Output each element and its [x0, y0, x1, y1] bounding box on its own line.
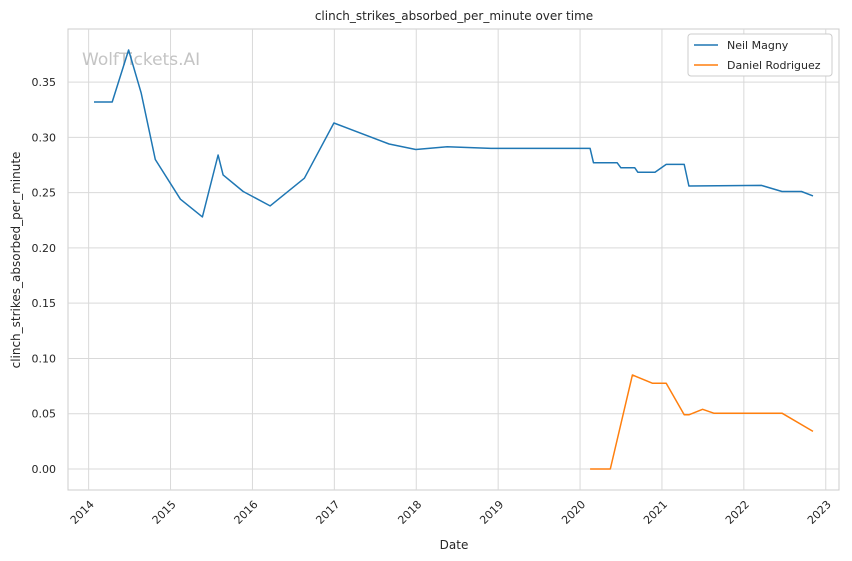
plot-area-frame — [67, 28, 840, 491]
x-tick-label: 2019 — [477, 498, 506, 527]
legend: Neil Magny Daniel Rodriguez — [687, 33, 833, 77]
x-tick-label: 2015 — [150, 498, 179, 527]
x-tick-label: 2017 — [313, 498, 342, 527]
y-tick-label: 0.05 — [32, 408, 57, 421]
y-tick-label: 0.20 — [32, 242, 57, 255]
x-tick-label: 2021 — [641, 498, 670, 527]
x-tick-label: 2016 — [232, 498, 261, 527]
series-line-1 — [590, 374, 814, 470]
watermark: WolfTickets.AI — [82, 50, 200, 70]
y-tick-label: 0.10 — [32, 352, 57, 365]
x-tick-label: 2014 — [68, 498, 97, 527]
y-tick-label: 0.35 — [32, 76, 57, 89]
y-gridlines — [68, 81, 839, 470]
x-tick-label: 2022 — [723, 498, 752, 527]
x-tick-label: 2020 — [559, 498, 588, 527]
series-lines — [94, 49, 814, 470]
x-tick-labels: 2014 2015 2016 2017 2018 2019 2020 2021 2022 2023 — [68, 498, 834, 527]
series-line-0 — [94, 49, 814, 218]
y-axis-title: clinch_strikes_absorbed_per_minute — [9, 152, 23, 369]
x-axis-title: Date — [440, 538, 469, 552]
chart-title: clinch_strikes_absorbed_per_minute over … — [315, 9, 593, 23]
y-tick-label: 0.00 — [32, 463, 57, 476]
y-tick-labels: 0.00 0.05 0.10 0.15 0.20 0.25 0.30 0.35 — [32, 76, 57, 476]
x-gridlines — [88, 29, 827, 490]
legend-box — [687, 33, 833, 77]
legend-label: Neil Magny — [727, 39, 789, 52]
y-tick-label: 0.15 — [32, 297, 57, 310]
legend-label: Daniel Rodriguez — [727, 59, 821, 72]
x-tick-label: 2023 — [805, 498, 834, 527]
x-tick-label: 2018 — [395, 498, 424, 527]
y-tick-label: 0.25 — [32, 187, 57, 200]
y-tick-label: 0.30 — [32, 131, 57, 144]
